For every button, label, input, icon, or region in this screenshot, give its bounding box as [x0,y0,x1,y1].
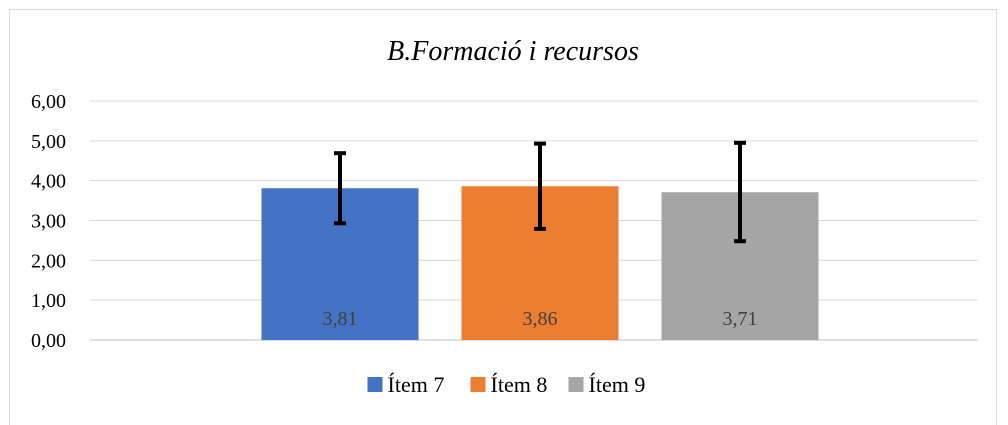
data-labels: 3,81 3,86 3,71 [323,308,758,330]
data-label: 3,86 [523,308,558,330]
legend-label: Ítem 9 [589,372,646,397]
legend-label: Ítem 8 [491,372,548,397]
y-tick-label: 3,00 [31,211,66,233]
legend-label: Ítem 7 [388,372,445,397]
error-bars [334,140,746,244]
legend-swatch [568,377,584,392]
y-axis-ticks: 0,00 1,00 2,00 3,00 4,00 5,00 6,00 [31,91,66,352]
legend-swatch [470,377,486,392]
chart-title: B.Formació i recursos [387,36,639,67]
y-tick-label: 6,00 [31,91,66,113]
legend-swatch [367,377,383,392]
legend: Ítem 7 Ítem 8 Ítem 9 [367,372,646,397]
data-label: 3,81 [323,308,358,330]
y-tick-label: 4,00 [31,171,66,193]
y-tick-label: 5,00 [31,131,66,153]
y-tick-label: 1,00 [31,290,66,312]
data-label: 3,71 [723,308,758,330]
y-tick-label: 2,00 [31,250,66,272]
y-tick-label: 0,00 [31,330,66,352]
